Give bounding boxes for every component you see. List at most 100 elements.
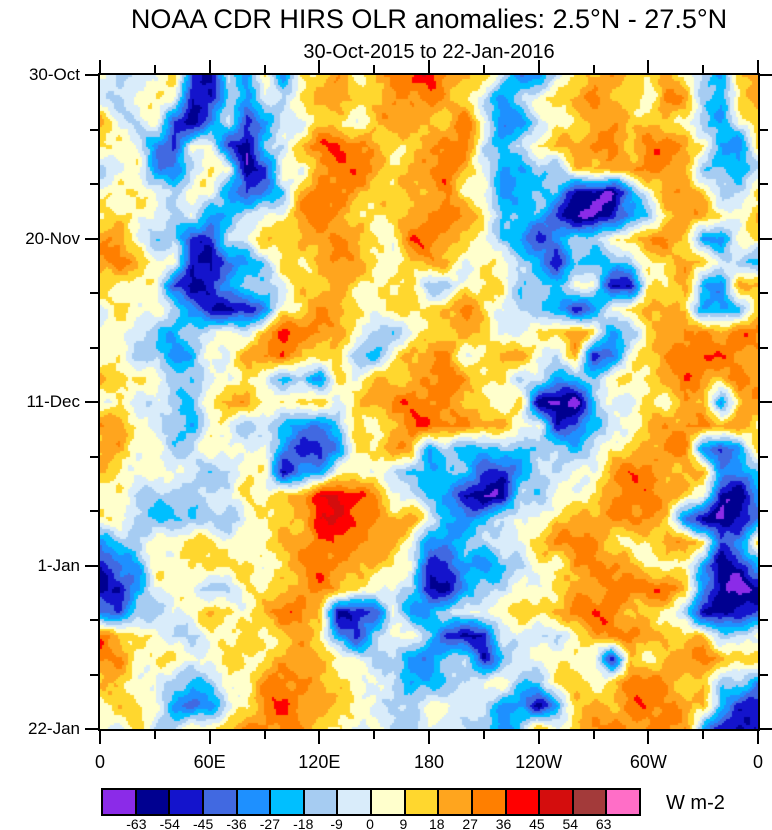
x-axis-minor-tick-top [592,65,595,73]
colorbar-cell [136,790,171,814]
colorbar-boundary-label: -54 [159,816,180,830]
x-axis-tick-label: 0 [752,752,763,772]
colorbar-boundary-label: -36 [226,816,247,830]
colorbar-cell [573,790,608,814]
x-axis-major-tick [99,731,101,744]
x-axis-major-tick [208,731,211,744]
x-axis-tick-label: 120W [515,752,563,772]
y-axis-tick-label: 22-Jan [28,719,80,738]
y-axis-minor-tick-right [760,619,768,621]
colorbar-boundary-label: -45 [193,816,214,830]
x-axis-major-tick-top [428,60,430,73]
y-axis-major-tick-right [760,74,772,76]
x-axis-tick-label: 120E [298,752,341,772]
colorbar-cell [304,790,339,814]
y-axis-minor-tick-right [760,673,768,676]
colorbar-boundary-label: 9 [399,816,408,830]
y-axis-major-tick [85,237,98,240]
y-axis-major-tick [85,74,98,76]
colorbar-cell [607,790,639,814]
y-axis-minor-tick [90,619,98,621]
y-axis-tick-label: 11-Dec [26,392,80,411]
y-axis-minor-tick [90,183,98,185]
x-axis-minor-tick-top [263,65,266,73]
colorbar-cell [203,790,238,814]
x-axis-major-tick [428,731,430,744]
chart-title: NOAA CDR HIRS OLR anomalies: 2.5°N - 27.… [130,4,728,34]
colorbar-cell [170,790,204,814]
colorbar-boundary-label: -63 [126,816,147,830]
y-axis-major-tick-right [760,564,772,567]
hovmoller-heatmap [100,75,758,729]
y-axis-minor-tick-right [760,128,768,131]
colorbar-boundary-label: -18 [293,816,314,830]
x-axis-tick-label: 60E [193,752,226,772]
colorbar-cell [103,790,137,814]
y-axis-major-tick [85,564,98,567]
x-axis-minor-tick [373,731,376,739]
colorbar-cell [405,790,440,814]
y-axis-minor-tick [90,346,98,349]
colorbar-cell [540,790,574,814]
x-axis-minor-tick-top [153,65,156,73]
x-axis-minor-tick-top [702,65,705,73]
y-axis-tick-label: 30-Oct [28,65,80,84]
colorbar-cell [338,790,372,814]
colorbar-boundary-label: -27 [259,816,280,830]
colorbar-units-label: W m-2 [666,792,725,814]
x-axis-major-tick-top [647,60,650,73]
colorbar-cell [372,790,406,814]
plot-frame [98,73,760,731]
colorbar-boundary-label: 18 [428,816,445,830]
y-axis-minor-tick [90,292,98,294]
colorbar-boundary-label: 0 [366,816,374,830]
colorbar-boundary-label: 27 [462,816,478,830]
x-axis-major-tick [537,731,540,744]
x-axis-major-tick-top [99,60,101,73]
colorbar [101,788,641,816]
y-axis-major-tick-right [760,237,772,240]
x-axis-minor-tick [482,731,485,739]
y-axis-minor-tick [90,128,98,131]
y-axis-major-tick [85,728,98,730]
colorbar-cell [439,790,473,814]
y-axis-minor-tick-right [760,346,768,349]
colorbar-boundary-label: 45 [529,816,545,830]
colorbar-cell [271,790,305,814]
x-axis-tick-label: 60W [629,752,667,772]
x-axis-minor-tick-top [482,65,485,73]
colorbar-cell [237,790,272,814]
x-axis-major-tick [757,731,759,744]
y-axis-major-tick-right [760,728,772,730]
y-axis-minor-tick-right [760,183,768,185]
x-axis-minor-tick [702,731,705,739]
x-axis-minor-tick [263,731,266,739]
y-axis-minor-tick-right [760,510,768,512]
chart-subtitle: 30-Oct-2015 to 22-Jan-2016 [303,41,555,63]
y-axis-minor-tick-right [760,292,768,294]
y-axis-minor-tick [90,510,98,512]
y-axis-tick-label: 20-Nov [25,228,80,248]
x-axis-minor-tick [153,731,156,739]
colorbar-cell [472,790,507,814]
x-axis-major-tick-top [208,60,211,73]
x-axis-minor-tick-top [373,65,376,73]
x-axis-major-tick-top [318,60,321,73]
y-axis-tick-label: 1-Jan [37,555,80,575]
colorbar-cell [506,790,541,814]
colorbar-boundary-label: 36 [495,816,512,830]
colorbar-boundary-label: -9 [330,816,343,830]
y-axis-minor-tick-right [760,455,768,458]
x-axis-tick-label: 180 [413,752,445,772]
colorbar-boundary-label: 54 [562,816,579,830]
x-axis-major-tick-top [757,60,759,73]
x-axis-tick-label: 0 [94,752,105,772]
x-axis-major-tick [318,731,321,744]
x-axis-minor-tick [592,731,595,739]
y-axis-minor-tick [90,673,98,676]
x-axis-major-tick-top [537,60,540,73]
y-axis-minor-tick [90,455,98,458]
y-axis-major-tick [85,401,98,403]
colorbar-boundary-label: 63 [595,816,612,830]
